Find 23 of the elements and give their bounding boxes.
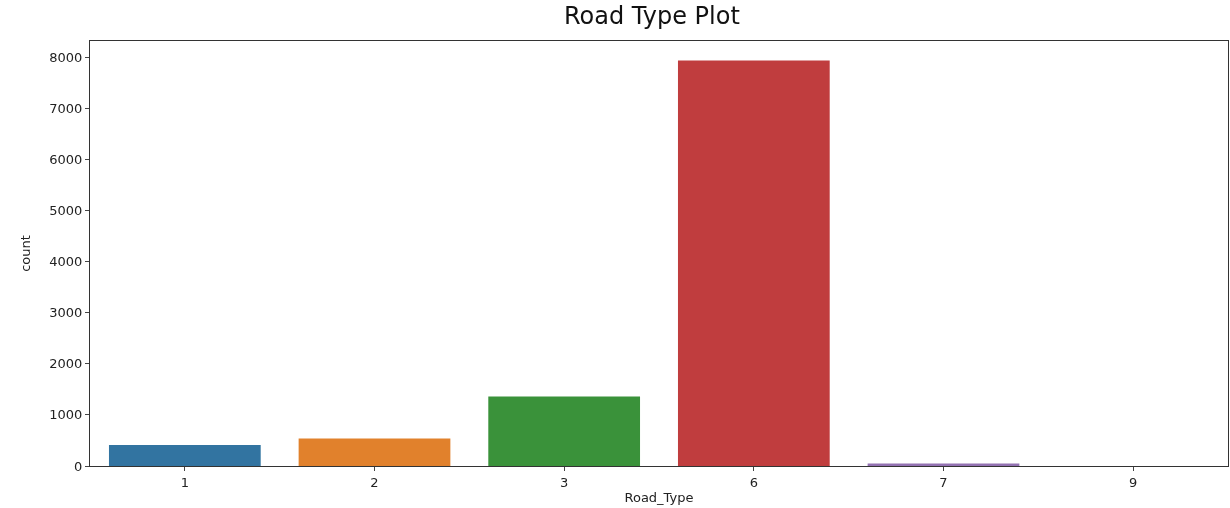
x-tick-label: 6 bbox=[749, 474, 758, 490]
y-tick-label: 7000 bbox=[49, 100, 83, 116]
y-axis-title: count bbox=[18, 235, 34, 272]
y-tick-label: 1000 bbox=[49, 407, 83, 423]
y-tick-label: 6000 bbox=[49, 152, 83, 168]
x-axis-title: Road_Type bbox=[624, 490, 694, 506]
bar bbox=[867, 463, 1020, 466]
x-tick-label: 3 bbox=[560, 474, 569, 490]
bar bbox=[677, 60, 830, 466]
x-tick-label: 7 bbox=[939, 474, 948, 490]
bar bbox=[108, 445, 261, 466]
bar bbox=[298, 438, 451, 466]
x-tick-label: 1 bbox=[180, 474, 189, 490]
y-tick-label: 5000 bbox=[49, 203, 83, 219]
x-tick-label: 2 bbox=[370, 474, 379, 490]
chart-title: Road Type Plot bbox=[563, 2, 740, 31]
bar bbox=[488, 396, 641, 466]
x-tick-label: 9 bbox=[1129, 474, 1138, 490]
y-tick-label: 3000 bbox=[49, 305, 83, 321]
y-tick-label: 0 bbox=[74, 458, 83, 474]
y-tick-label: 2000 bbox=[49, 356, 83, 372]
y-tick-label: 4000 bbox=[49, 254, 83, 270]
y-tick-label: 8000 bbox=[49, 49, 83, 65]
